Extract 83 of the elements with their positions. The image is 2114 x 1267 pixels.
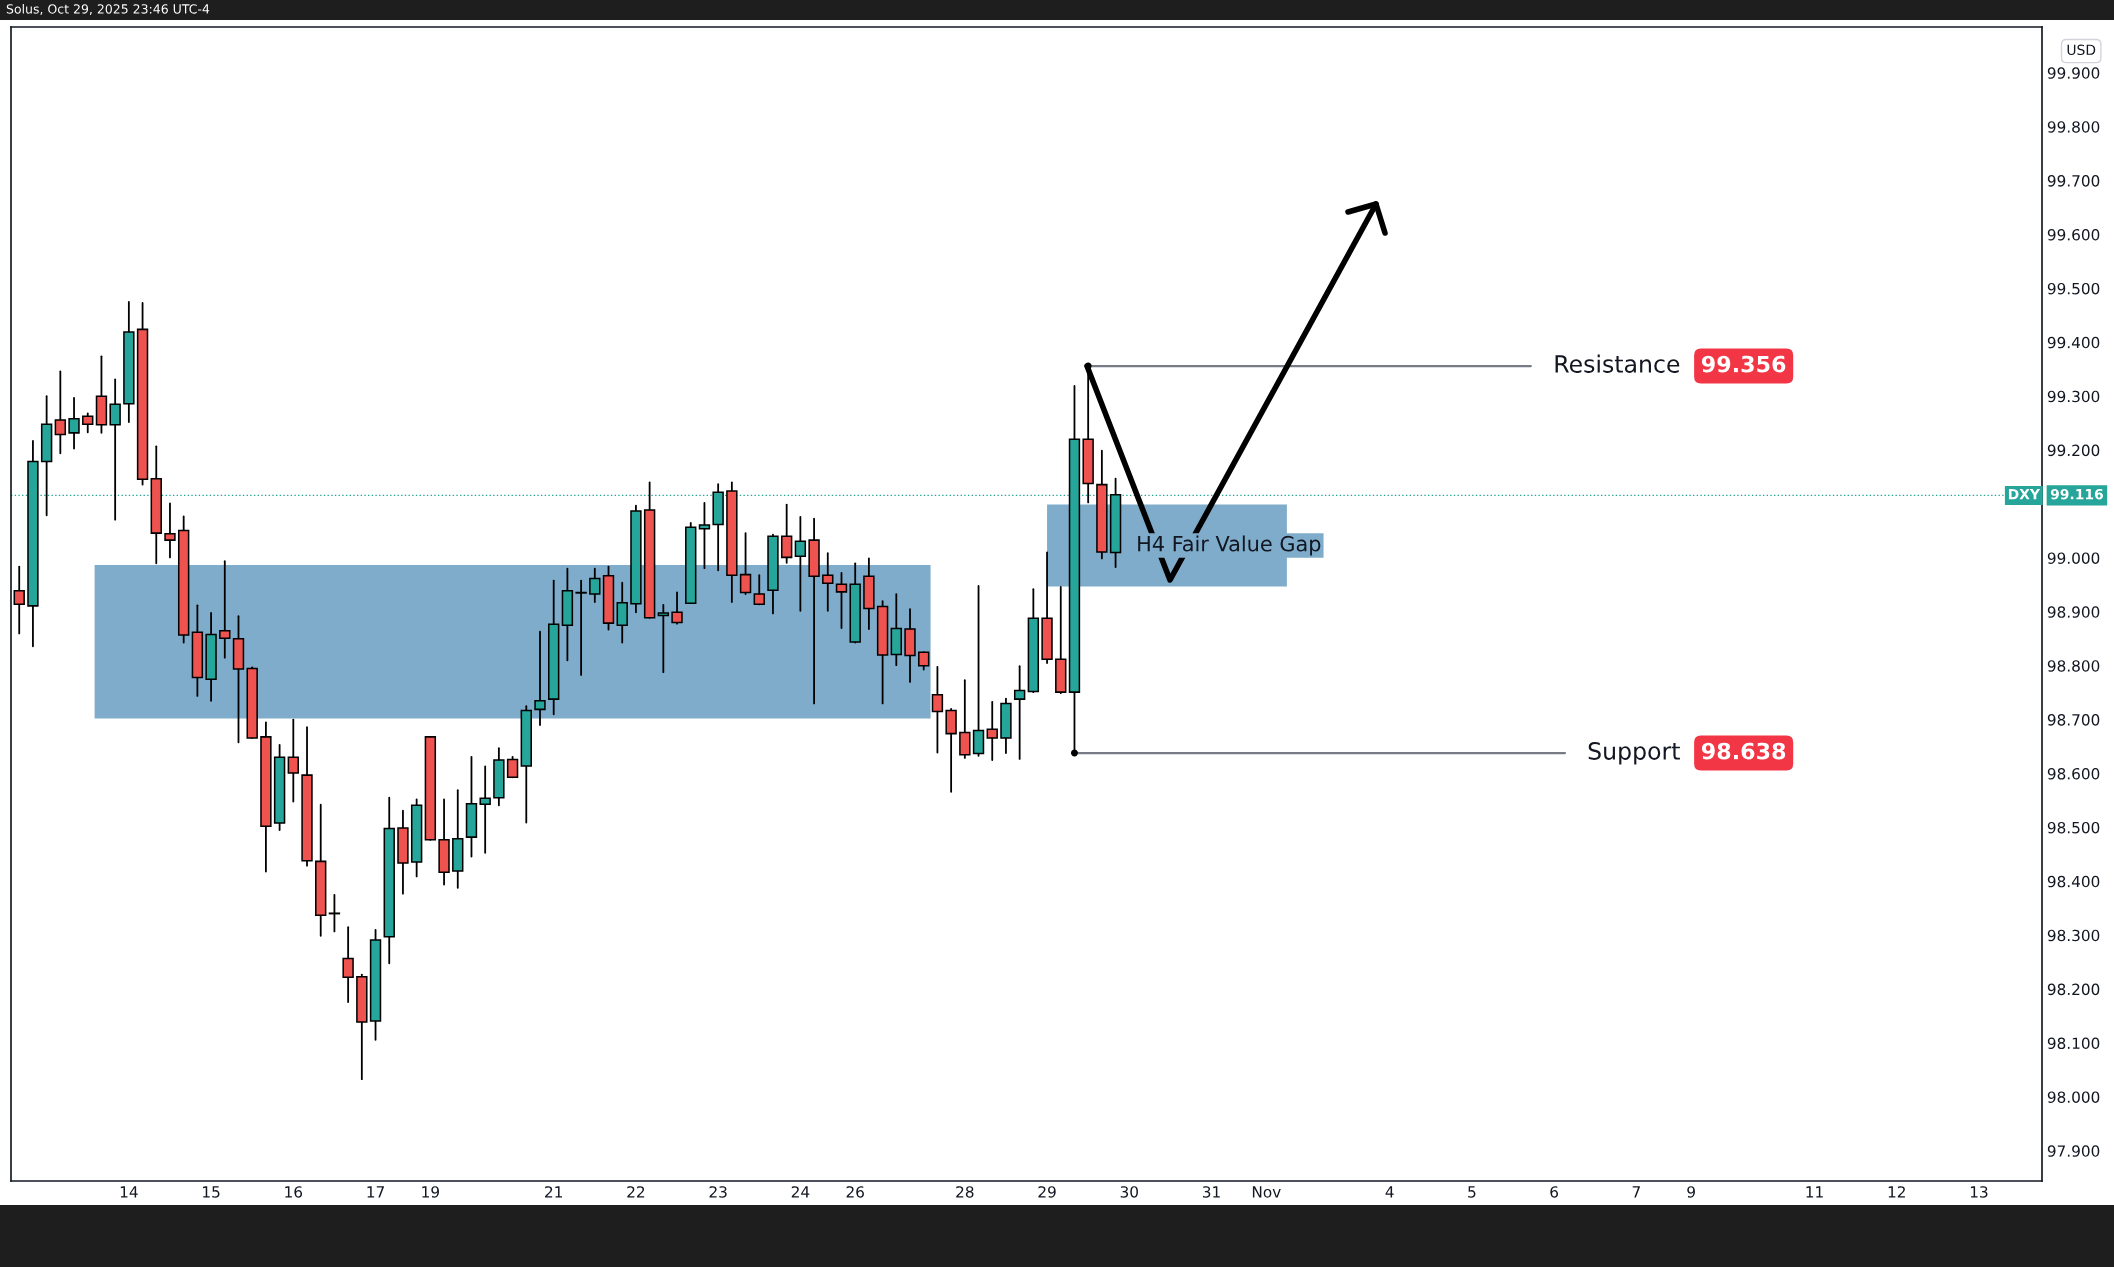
candlestick [164,502,176,559]
y-tick-label: 98.600 [2047,767,2100,780]
candlestick [534,630,546,726]
x-tick-label: 17 [367,1186,384,1198]
x-tick-label: 15 [203,1186,220,1198]
x-tick-label: 4 [1385,1186,1394,1198]
candlestick [219,560,231,659]
y-tick-label: 99.400 [2047,336,2100,349]
y-tick-label: 99.700 [2047,175,2100,187]
x-tick-label: 19 [422,1186,439,1198]
candlestick [616,581,628,644]
x-tick-label: 28 [956,1186,974,1198]
y-tick-label: 99.200 [2047,444,2100,457]
x-tick-label: 23 [709,1186,727,1198]
candlestick [82,412,94,434]
x-tick-label: 22 [627,1186,645,1198]
ref-line-label: DXY [2008,489,2041,500]
candlestick [1013,665,1026,760]
candlestick [986,700,998,761]
candlestick [780,503,793,564]
x-tick-label: 6 [1550,1186,1559,1198]
candlestick [342,926,354,1003]
candlestick [753,574,765,606]
candlestick [109,378,121,521]
candlestick [794,516,807,612]
band-label: H4 Fair Value Gap [1138,535,1321,556]
x-tick-label: 7 [1632,1186,1640,1198]
y-tick-label: 97.900 [2047,1145,2100,1157]
candlestick [328,893,341,933]
annotation: 99.356 [1701,355,1786,373]
y-tick-label: 98.200 [2047,983,2100,996]
x-tick-label: 31 [1202,1186,1220,1198]
y-tick-label: 98.900 [2047,606,2100,618]
y-tick-label: 99.900 [2047,67,2100,79]
annotation: 98.638 [1701,742,1786,760]
ref-line-label: Support [1588,742,1680,765]
x-tick-label: 12 [1888,1186,1905,1198]
text: 99.116 [2050,488,2103,500]
x-tick-label: 11 [1806,1186,1823,1198]
candlestick [739,532,752,595]
candlestick [931,665,944,754]
y-tick-label: 98.500 [2047,821,2100,834]
ref-line-label: Resistance [1555,354,1680,373]
candlestick [54,370,67,455]
candlestick [835,572,848,629]
x-tick-label: 14 [120,1186,138,1198]
candlestick [822,552,834,612]
candlestick [945,707,957,793]
x-tick-label: 29 [1038,1186,1056,1198]
y-tick-label: 99.500 [2047,282,2100,295]
candlestick [589,567,601,604]
candlestick [657,603,670,674]
x-tick-label: 9 [1687,1186,1695,1198]
candlestick [506,755,519,779]
x-tick-label: 30 [1120,1186,1138,1198]
candlestick [698,502,711,570]
x-tick-label: 5 [1468,1186,1476,1198]
candlestick [287,718,300,803]
x-tick-label: Nov [1252,1186,1281,1198]
y-tick-label: 98.800 [2047,660,2100,672]
candlestick [68,396,80,450]
candlestick [972,585,985,757]
y-tick-label: 98.300 [2047,929,2100,942]
candlestick [13,565,25,635]
y-axis-title: USD [2067,44,2096,56]
y-tick-label: 98.100 [2047,1037,2100,1050]
y-tick-label: 98.700 [2047,714,2100,726]
y-tick-label: 98.400 [2047,875,2100,888]
x-tick-label: 24 [791,1186,810,1198]
x-tick-label: 13 [1970,1186,1988,1198]
y-tick-label: 98.000 [2047,1091,2100,1103]
y-tick-label: 99.000 [2047,552,2100,564]
candlestick [671,591,683,625]
text: Solus, Oct 29, 2025 23:46 UTC-4 [6,3,210,15]
candlestick [479,765,491,854]
y-tick-label: 99.600 [2047,228,2100,241]
candlestick [575,579,587,676]
x-tick-label: 21 [545,1186,563,1198]
x-tick-label: 26 [846,1186,864,1198]
candlestick [959,679,971,759]
y-tick-label: 99.300 [2047,390,2100,403]
y-tick-label: 99.800 [2047,121,2100,133]
x-tick-label: 16 [285,1186,303,1198]
